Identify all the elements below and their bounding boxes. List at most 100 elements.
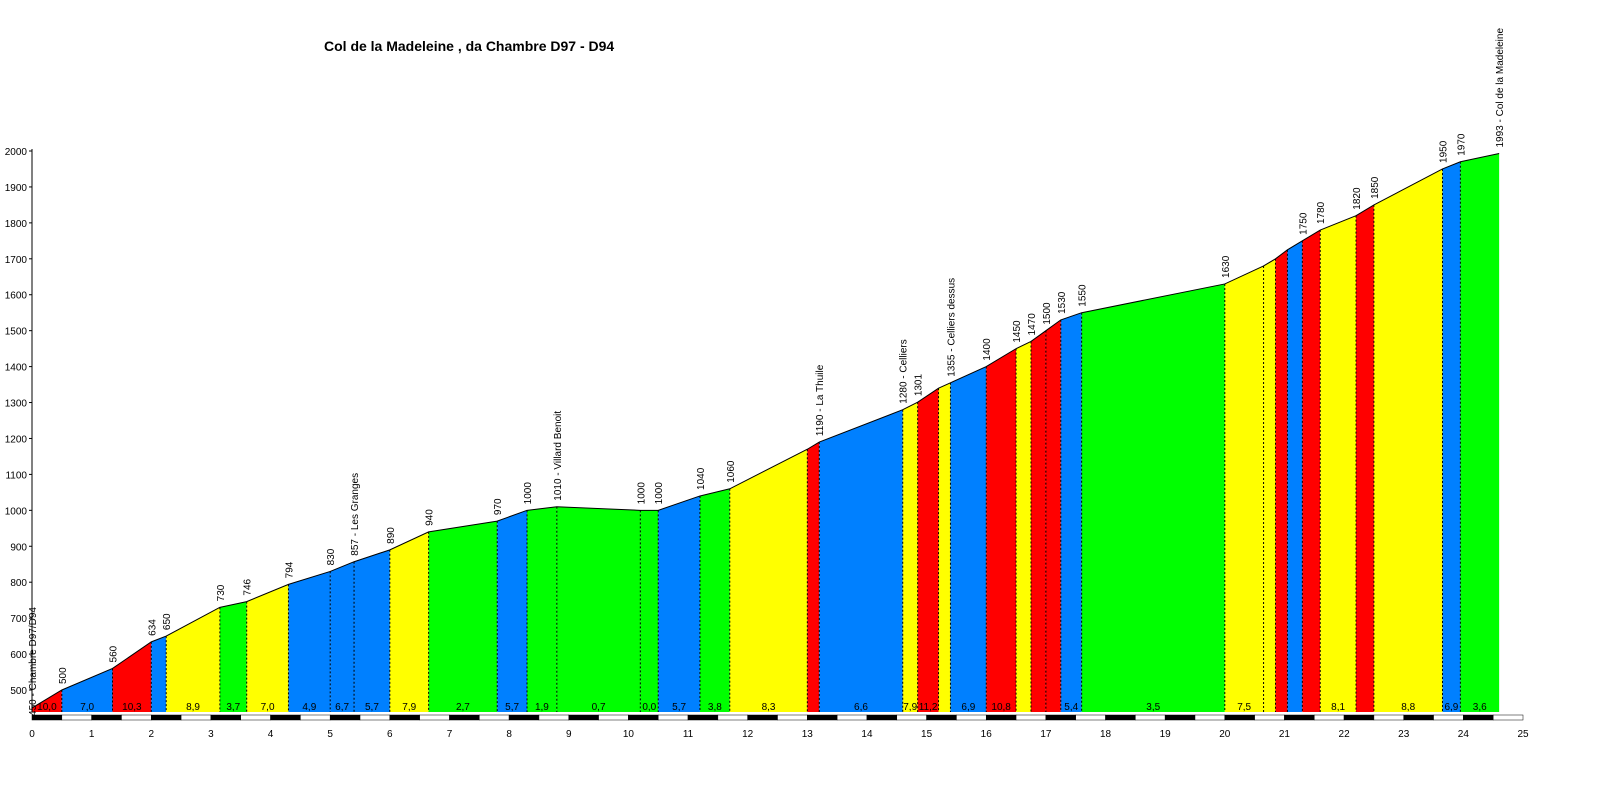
km-bar-segment bbox=[568, 714, 599, 721]
y-axis: 500 600 700 800 900 1000 1100 1200 1300 1400 1500 1… bbox=[5, 147, 33, 712]
km-bar-segment bbox=[1075, 714, 1106, 721]
km-bar-segment bbox=[1463, 714, 1494, 721]
elevation-label: 830 bbox=[326, 548, 337, 565]
elevation-label: 1060 bbox=[726, 460, 737, 483]
km-bar-segment bbox=[1015, 714, 1047, 721]
x-tick-label: 25 bbox=[1517, 729, 1529, 740]
segment-red bbox=[32, 690, 62, 712]
km-bar-segment bbox=[121, 714, 152, 721]
segment-green bbox=[527, 506, 557, 712]
elevation-label: 746 bbox=[243, 578, 254, 595]
elevation-label: 500 bbox=[58, 667, 69, 684]
elevation-label: 650 bbox=[162, 613, 173, 630]
segment-red bbox=[1275, 249, 1288, 713]
y-tick-label: 1500 bbox=[5, 327, 28, 338]
x-tick-label: 9 bbox=[566, 729, 572, 740]
elevation-label: 1750 bbox=[1298, 212, 1309, 235]
elevation-label: 940 bbox=[425, 509, 436, 526]
grade-label: 6,7 bbox=[335, 702, 349, 713]
elevation-label: 1630 bbox=[1221, 255, 1232, 278]
grade-label: 8,8 bbox=[1401, 702, 1415, 713]
segment-yellow bbox=[902, 402, 918, 712]
segment-blue bbox=[950, 366, 987, 712]
y-tick-label: 1400 bbox=[5, 363, 28, 374]
km-bar-segment bbox=[747, 714, 778, 721]
grade-label: 7,0 bbox=[261, 702, 275, 713]
x-tick-label: 2 bbox=[148, 729, 154, 740]
elevation-label: 1950 bbox=[1438, 140, 1449, 163]
segment-green bbox=[1081, 283, 1225, 712]
segment-blue bbox=[354, 549, 390, 712]
km-bar-segment bbox=[1433, 714, 1464, 721]
km-bar-segment bbox=[180, 714, 212, 721]
grade-label: 10,3 bbox=[122, 702, 142, 713]
x-tick-label: 15 bbox=[921, 729, 933, 740]
segment-blue bbox=[1442, 161, 1461, 712]
x-tick-label: 19 bbox=[1160, 729, 1172, 740]
km-bar-segment bbox=[479, 714, 510, 721]
segment-blue bbox=[330, 561, 355, 712]
elevation-labels: 450 - Chambre D97/D94 500 560 634 650 730 746 7… bbox=[28, 28, 1506, 716]
segment-blue bbox=[497, 510, 528, 712]
elevation-label: 1010 - Villard Benoit bbox=[553, 411, 564, 501]
elevation-label: 1000 bbox=[654, 482, 665, 505]
elevation-line bbox=[31, 153, 1500, 709]
grade-label: 1,9 bbox=[535, 702, 549, 713]
grade-label: 0,0 bbox=[642, 702, 656, 713]
elevation-label: 1190 - La Thuile bbox=[815, 364, 826, 436]
grade-label: 0,7 bbox=[592, 702, 606, 713]
grade-label: 8,3 bbox=[762, 702, 776, 713]
elevation-label: 857 - Les Granges bbox=[350, 473, 361, 556]
elevation-label: 1301 bbox=[914, 373, 925, 396]
grade-label: 3,8 bbox=[708, 702, 722, 713]
km-bar-segment bbox=[1105, 714, 1136, 721]
grade-label: 5,7 bbox=[365, 702, 379, 713]
x-tick-label: 23 bbox=[1398, 729, 1410, 740]
km-bar-segment bbox=[1045, 714, 1076, 721]
elevation-label: 450 - Chambre D97/D94 bbox=[28, 607, 39, 716]
y-tick-label: 1900 bbox=[5, 183, 28, 194]
grade-label: 4,9 bbox=[302, 702, 316, 713]
segment-green bbox=[640, 510, 659, 712]
elevation-label: 1970 bbox=[1456, 133, 1467, 156]
km-bar-segment bbox=[1492, 714, 1524, 721]
y-tick-label: 1000 bbox=[5, 506, 28, 517]
km-bar-segment bbox=[1194, 714, 1226, 721]
segment-red bbox=[1356, 204, 1374, 712]
y-tick-label: 1200 bbox=[5, 434, 28, 445]
y-tick-label: 800 bbox=[10, 578, 27, 589]
elevation-label: 1850 bbox=[1370, 176, 1381, 199]
grade-label: 6,9 bbox=[961, 702, 975, 713]
km-bar-segment bbox=[1403, 714, 1434, 721]
km-bar-segment bbox=[449, 714, 480, 721]
elevation-label: 1550 bbox=[1078, 284, 1089, 307]
segment-yellow bbox=[166, 607, 220, 712]
grade-label: 7,0 bbox=[80, 702, 94, 713]
km-bar-segment bbox=[1343, 714, 1375, 721]
x-tick-label: 21 bbox=[1279, 729, 1291, 740]
segment-blue bbox=[1287, 240, 1303, 713]
grade-label: 8,9 bbox=[186, 702, 200, 713]
km-bar-segment bbox=[151, 714, 182, 721]
y-tick-label: 2000 bbox=[5, 147, 28, 158]
segment-green bbox=[428, 521, 498, 712]
x-tick-label: 3 bbox=[208, 729, 214, 740]
grade-label: 2,7 bbox=[456, 702, 470, 713]
km-bar-segment bbox=[270, 714, 301, 721]
y-tick-label: 1600 bbox=[5, 291, 28, 302]
km-bar-segment bbox=[687, 714, 719, 721]
elevation-label: 1280 - Celliers bbox=[899, 339, 910, 403]
km-bar-segment bbox=[91, 714, 122, 721]
x-tick-label: 6 bbox=[387, 729, 393, 740]
y-tick-label: 600 bbox=[10, 650, 27, 661]
segment-red bbox=[986, 348, 1017, 712]
elevation-label: 970 bbox=[493, 498, 504, 515]
elevation-label: 560 bbox=[109, 645, 120, 662]
segment-blue bbox=[288, 571, 331, 712]
segment-green bbox=[699, 488, 730, 712]
km-bar-segment bbox=[1284, 714, 1315, 721]
y-tick-label: 700 bbox=[10, 614, 27, 625]
segment-blue bbox=[1060, 312, 1082, 712]
x-tick-label: 4 bbox=[268, 729, 274, 740]
grade-label: 7,9 bbox=[903, 702, 917, 713]
